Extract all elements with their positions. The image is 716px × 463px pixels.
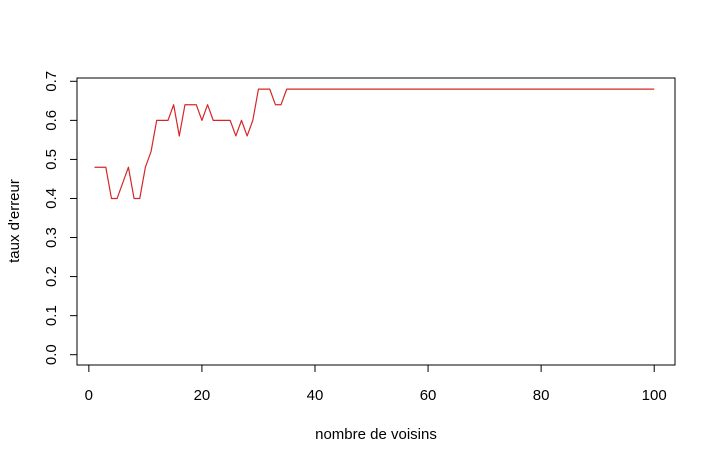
x-tick-label: 100 (642, 387, 667, 404)
y-tick-label: 0.3 (43, 227, 60, 248)
y-tick-label: 0.6 (43, 110, 60, 131)
y-tick-label: 0.7 (43, 71, 60, 92)
x-axis: 0 20 40 60 80 100 (85, 364, 667, 404)
y-tick-label: 0.0 (43, 344, 60, 365)
y-tick-label: 0.2 (43, 266, 60, 287)
error-rate-line (94, 88, 655, 200)
x-tick-label: 0 (85, 387, 93, 404)
y-axis: 0.0 0.1 0.2 0.3 0.4 0.5 0.6 0.7 (43, 71, 78, 365)
series-layer (94, 88, 655, 200)
x-tick-label: 40 (307, 387, 324, 404)
x-axis-title: nombre de voisins (315, 426, 437, 443)
x-tick-label: 80 (533, 387, 550, 404)
plot-frame (76, 77, 676, 366)
x-tick-label: 60 (420, 387, 437, 404)
x-tick-label: 20 (194, 387, 211, 404)
y-tick-label: 0.4 (43, 188, 60, 209)
y-tick-label: 0.1 (43, 305, 60, 326)
y-axis-title: taux d'erreur (6, 179, 23, 263)
y-tick-label: 0.5 (43, 149, 60, 170)
